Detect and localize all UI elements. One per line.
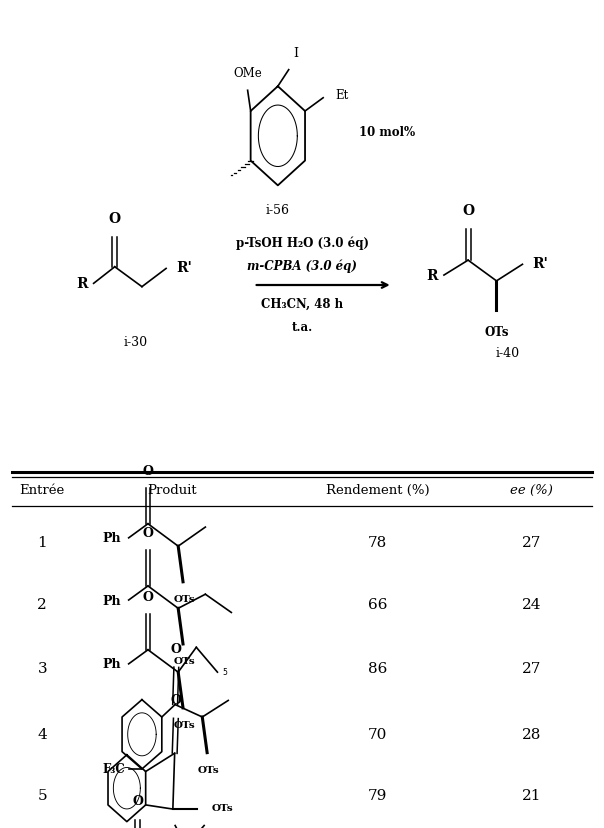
Text: R: R xyxy=(76,277,88,291)
Text: 3: 3 xyxy=(37,662,47,675)
Text: OTs: OTs xyxy=(212,803,234,812)
Text: O: O xyxy=(143,464,153,477)
Text: 1: 1 xyxy=(37,536,47,549)
Text: OTs: OTs xyxy=(198,765,219,774)
Text: OTs: OTs xyxy=(173,657,195,666)
Text: OTs: OTs xyxy=(173,595,195,604)
Text: F₃C: F₃C xyxy=(102,763,125,776)
Text: O: O xyxy=(109,212,121,226)
Text: 28: 28 xyxy=(522,728,541,741)
Text: O: O xyxy=(170,693,181,706)
Text: 24: 24 xyxy=(522,598,541,611)
Text: 4: 4 xyxy=(37,728,47,741)
Text: O: O xyxy=(171,642,182,655)
Text: Ph: Ph xyxy=(102,532,121,545)
Text: O: O xyxy=(143,526,153,539)
Text: Rendement (%): Rendement (%) xyxy=(326,484,429,497)
Text: Produit: Produit xyxy=(147,484,197,497)
Text: Entrée: Entrée xyxy=(20,484,65,497)
Text: 70: 70 xyxy=(368,728,387,741)
Text: O: O xyxy=(132,794,143,807)
Text: R': R' xyxy=(533,258,548,271)
Text: R': R' xyxy=(176,261,192,274)
Text: Et: Et xyxy=(335,89,349,102)
Text: O: O xyxy=(143,590,153,603)
Text: t.a.: t.a. xyxy=(291,320,313,334)
Text: 66: 66 xyxy=(368,598,387,611)
Text: Ph: Ph xyxy=(102,657,121,671)
Text: 2: 2 xyxy=(37,598,47,611)
Text: p-TsOH H₂O (3.0 éq): p-TsOH H₂O (3.0 éq) xyxy=(236,236,368,249)
Text: i-40: i-40 xyxy=(495,347,519,360)
Text: OTs: OTs xyxy=(173,720,195,729)
Text: OMe: OMe xyxy=(233,67,262,80)
Text: i-56: i-56 xyxy=(266,204,290,216)
Text: ee (%): ee (%) xyxy=(510,484,553,497)
Text: OTs: OTs xyxy=(484,325,509,339)
Text: 27: 27 xyxy=(522,536,541,549)
Text: 79: 79 xyxy=(368,788,387,802)
Text: 27: 27 xyxy=(522,662,541,675)
Text: 5: 5 xyxy=(37,788,47,802)
Text: Ph: Ph xyxy=(102,594,121,607)
Text: O: O xyxy=(462,204,474,218)
Text: $_5$: $_5$ xyxy=(222,667,229,678)
Text: CH₃CN, 48 h: CH₃CN, 48 h xyxy=(261,297,343,310)
Text: i-30: i-30 xyxy=(124,335,148,349)
Text: 78: 78 xyxy=(368,536,387,549)
Text: 10 mol%: 10 mol% xyxy=(359,126,416,139)
Text: 21: 21 xyxy=(522,788,541,802)
Text: I: I xyxy=(293,47,298,60)
Text: R: R xyxy=(426,269,438,282)
Text: 86: 86 xyxy=(368,662,387,675)
Text: m-CPBA (3.0 éq): m-CPBA (3.0 éq) xyxy=(247,259,357,272)
